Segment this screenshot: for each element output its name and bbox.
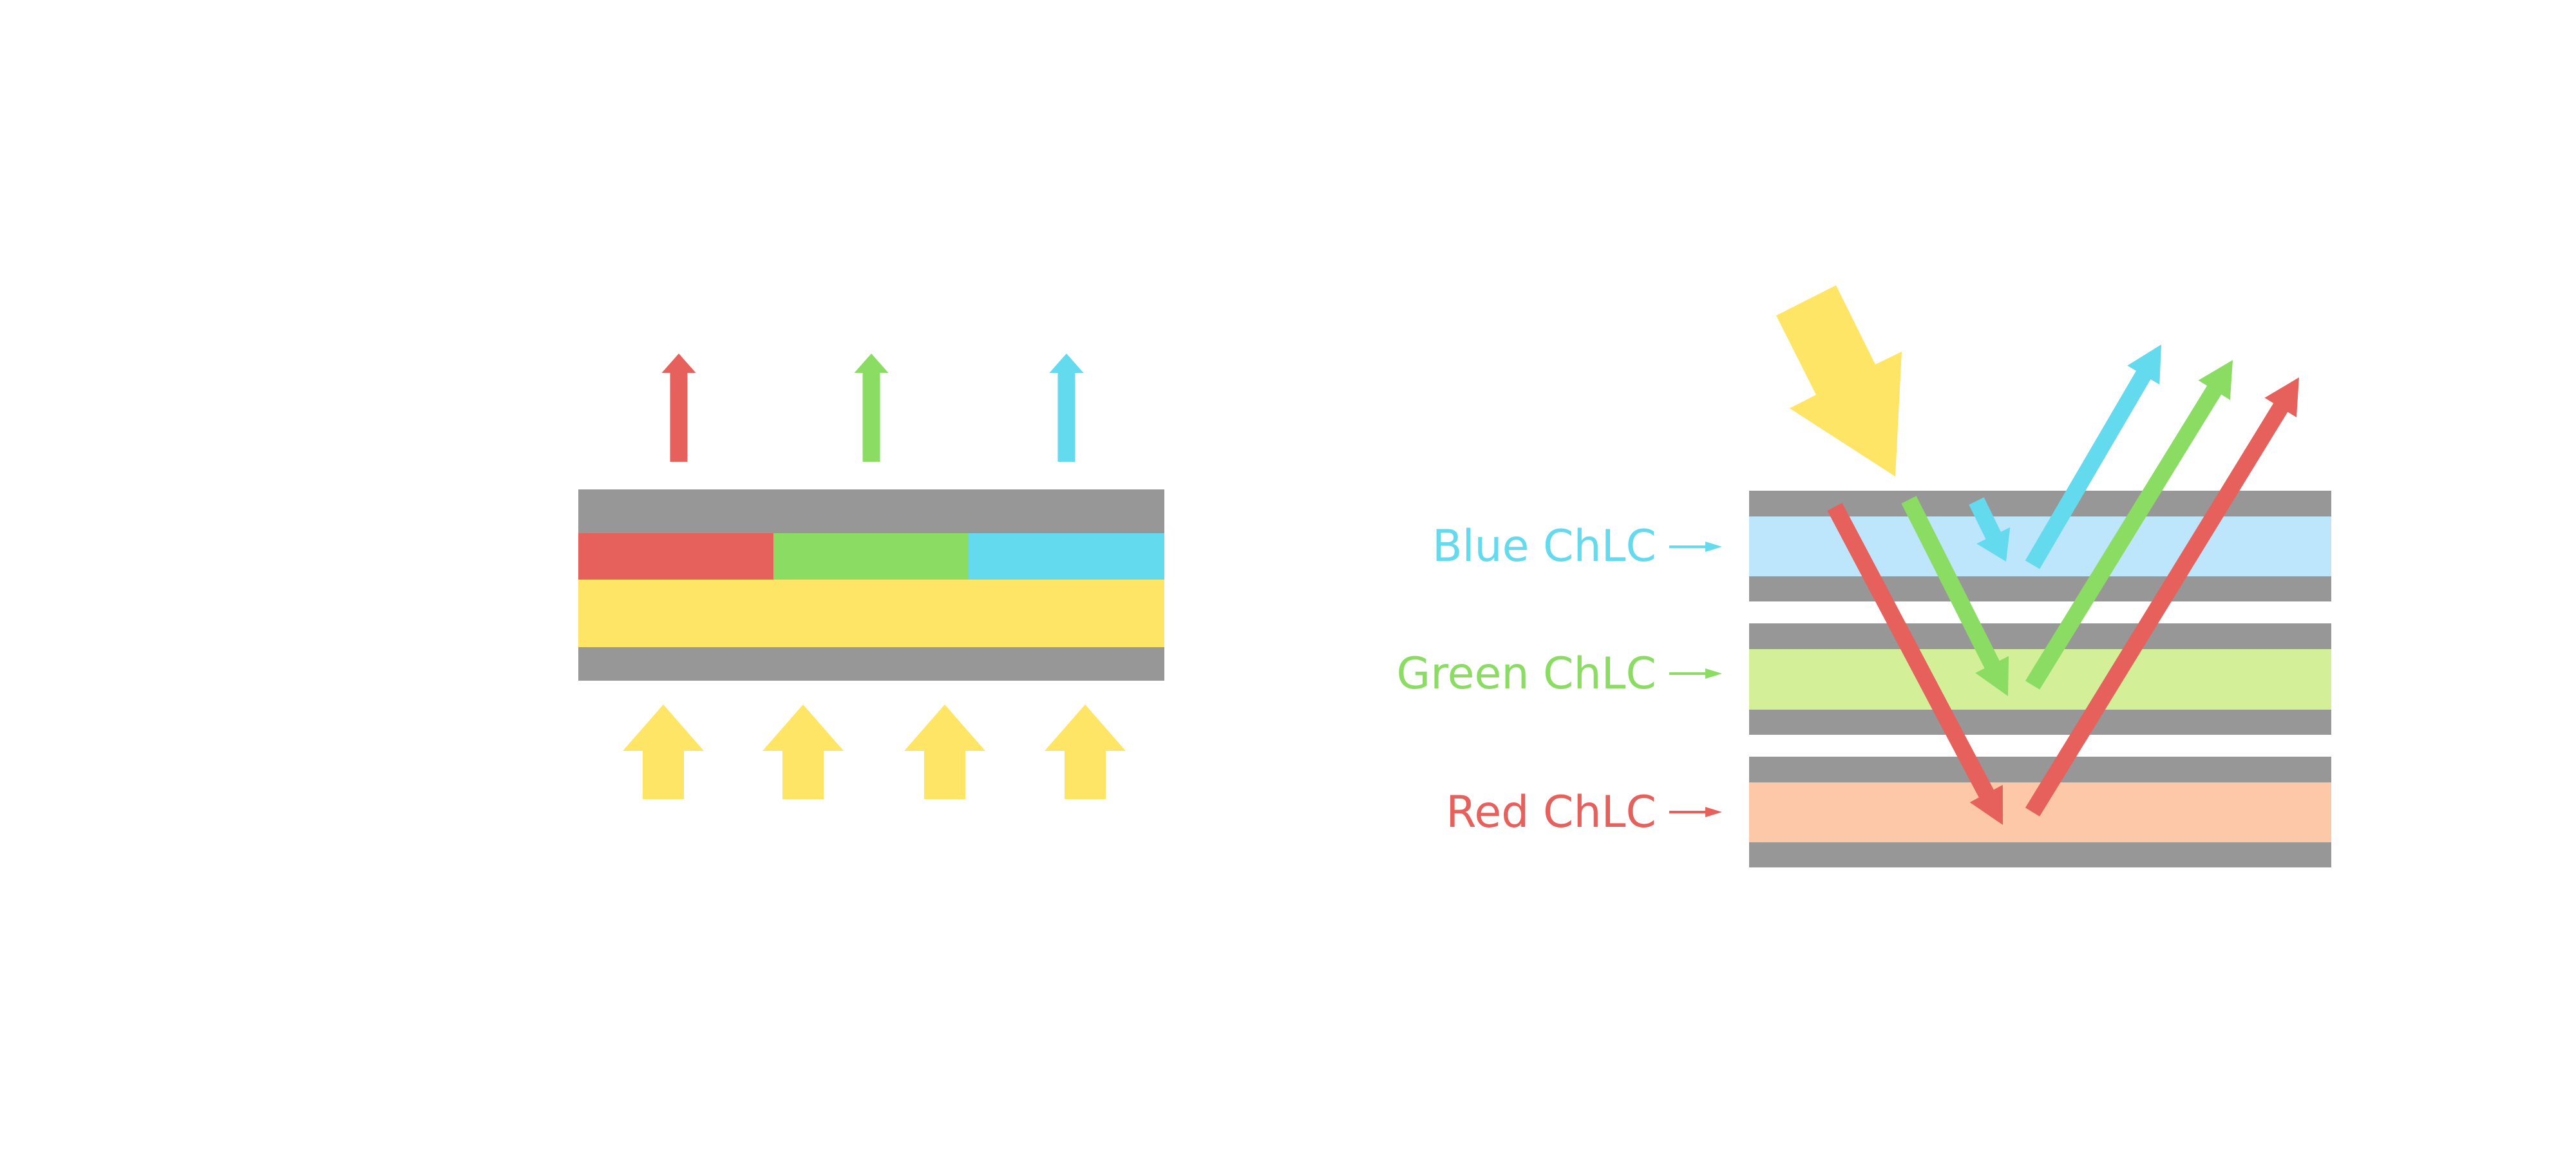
red-chlc-label: Red ChLC <box>1446 787 1656 838</box>
reflection-arrows <box>1827 345 2299 825</box>
red-filter <box>578 533 773 580</box>
green-emitted-light-arrow <box>854 354 889 462</box>
green-reflected-arrow <box>2025 360 2233 690</box>
blue-label-pointer-icon <box>1669 542 1722 552</box>
blue-filter <box>969 533 1164 580</box>
red-emitted-light-arrow <box>661 354 696 462</box>
filter-stack <box>578 489 1164 681</box>
green-bottom-glass <box>1749 710 2331 735</box>
backlight-layer <box>578 580 1164 647</box>
red-label-pointer-icon <box>1669 807 1722 817</box>
blue-incident-arrow <box>1969 497 2011 562</box>
blue-chlc-label: Blue ChLC <box>1432 521 1656 572</box>
backlight-arrow <box>623 705 704 799</box>
backlight-arrow <box>1045 705 1126 799</box>
bottom-glass-layer <box>578 647 1164 681</box>
green-filter <box>773 533 969 580</box>
left-arrows <box>623 354 1126 799</box>
red-incident-arrow <box>1827 502 2003 825</box>
green-top-glass <box>1749 623 2331 649</box>
red-reflected-arrow <box>2025 377 2299 817</box>
backlight-arrow <box>904 705 985 799</box>
green-chlc-label: Green ChLC <box>1397 648 1656 699</box>
green-label-pointer-icon <box>1669 668 1722 679</box>
red-bottom-glass <box>1749 842 2331 867</box>
green-incident-arrow <box>1901 496 2009 696</box>
blue-reflected-arrow <box>2025 345 2161 569</box>
layer-labels: Blue ChLC Green ChLC Red ChLC <box>1397 521 1656 838</box>
top-glass-layer <box>578 489 1164 533</box>
blue-bottom-glass <box>1749 576 2331 601</box>
label-pointer-arrows <box>1669 542 1722 817</box>
red-top-glass <box>1749 757 2331 782</box>
backlight-arrow <box>762 705 844 799</box>
incident-light-arrow <box>1776 285 1902 477</box>
blue-emitted-light-arrow <box>1049 354 1084 462</box>
